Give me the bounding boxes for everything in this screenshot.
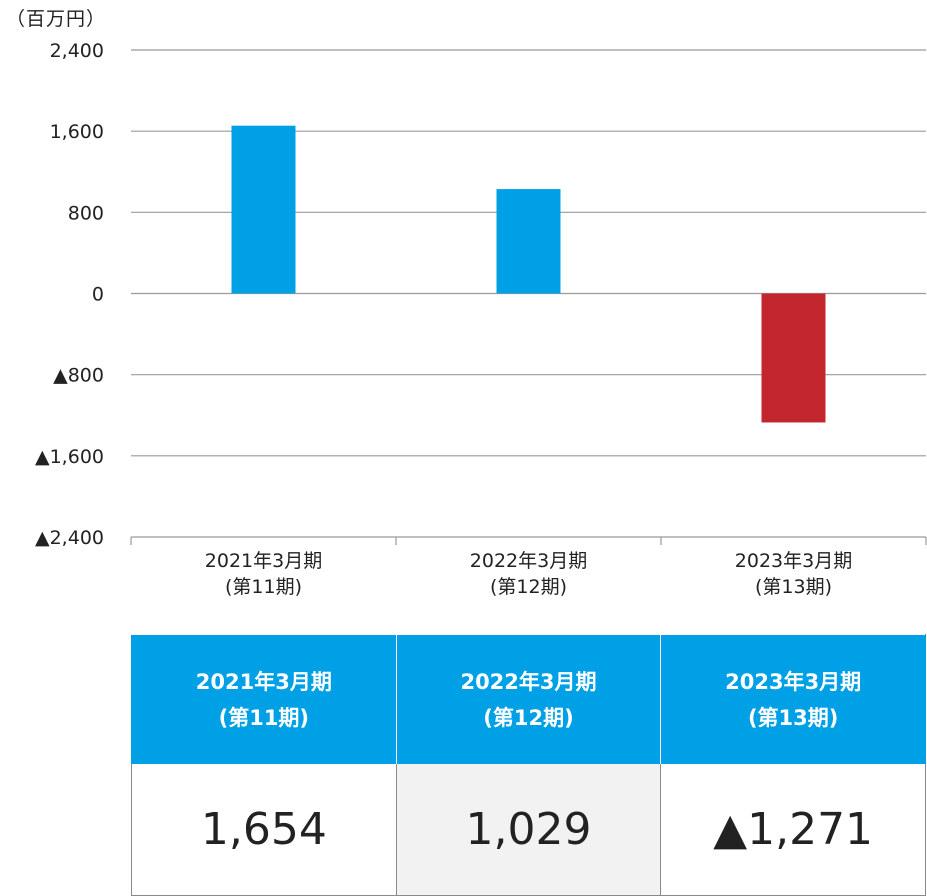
- x-tick-label: 2023年3月期 (第13期): [735, 550, 852, 598]
- y-tick-label: ▲1,600: [35, 446, 104, 468]
- y-tick-label: ▲2,400: [35, 527, 104, 549]
- bar-chart: 2,400 1,600 800 0 ▲800 ▲1,600 ▲2,400 2021年3月期 (第…: [35, 40, 927, 598]
- summary-value-fy12: 1,029: [395, 764, 662, 896]
- x-tick-label-line: 2023年3月期: [735, 550, 852, 572]
- bar: [761, 293, 826, 423]
- summary-header-fy12: 2022年3月期 (第12期): [395, 634, 662, 764]
- y-tick-label: ▲800: [53, 365, 104, 387]
- bar: [496, 189, 561, 294]
- x-tick-label-line: 2021年3月期: [205, 550, 322, 572]
- summary-header-fy11: 2021年3月期 (第11期): [131, 634, 397, 764]
- summary-value-fy11: 1,654: [131, 764, 397, 896]
- y-tick-label: 1,600: [50, 121, 104, 143]
- x-tick-label-line: (第11期): [225, 576, 302, 598]
- bar: [231, 125, 296, 294]
- summary-header-fy13: 2023年3月期 (第13期): [660, 634, 926, 764]
- summary-value-row: 1,654 1,029 ▲1,271: [131, 764, 926, 896]
- y-tick-label: 0: [92, 284, 104, 306]
- x-tick-label: 2022年3月期 (第12期): [470, 550, 587, 598]
- y-tick-label: 2,400: [50, 40, 104, 62]
- x-tick-label: 2021年3月期 (第11期): [205, 550, 322, 598]
- x-tick-label-line: (第12期): [490, 576, 567, 598]
- x-tick-label-line: (第13期): [755, 576, 832, 598]
- unit-label: （百万円）: [6, 8, 107, 30]
- x-tick-label-line: 2022年3月期: [470, 550, 587, 572]
- summary-table: 2021年3月期 (第11期) 2022年3月期 (第12期) 2023年3月期…: [131, 634, 926, 896]
- y-tick-label: 800: [68, 202, 104, 224]
- summary-header-row: 2021年3月期 (第11期) 2022年3月期 (第12期) 2023年3月期…: [131, 634, 926, 764]
- summary-value-fy13: ▲1,271: [660, 764, 926, 896]
